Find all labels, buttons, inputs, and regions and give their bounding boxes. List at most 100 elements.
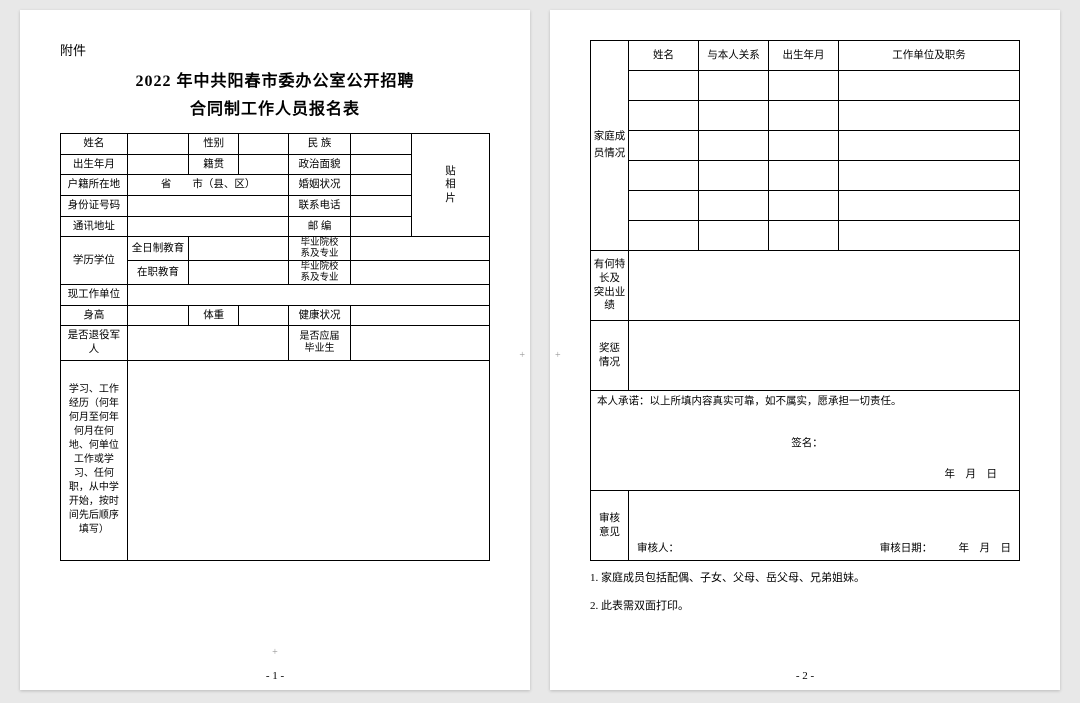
table-row [629, 101, 699, 131]
cell-photo: 贴 相 片 [411, 134, 489, 237]
cell-grad1-val [350, 237, 489, 261]
cell-history-label: 学习、工作经历（何年何月至何年何月在何地、何单位工作或学习、任何职，从中学开始，… [61, 360, 128, 560]
cell-audit-label: 审核 意见 [591, 491, 629, 561]
audit-date: 审核日期： 年 月 日 [880, 542, 1011, 556]
table-row [839, 221, 1020, 251]
cell-name-label: 姓名 [61, 134, 128, 155]
cell-ethnicity-val [350, 134, 411, 155]
cell-gender-val [239, 134, 289, 155]
table-row [699, 191, 769, 221]
cell-gender-label: 性别 [189, 134, 239, 155]
cell-height-val [127, 305, 188, 326]
table-row [839, 131, 1020, 161]
form-table-1: 姓名 性别 民 族 贴 相 片 出生年月 籍贯 政治面貌 户籍所在地 省 市（县… [60, 133, 490, 561]
table-row [699, 221, 769, 251]
attachment-label: 附件 [60, 40, 490, 59]
cell-fh-name: 姓名 [629, 41, 699, 71]
note-2: 2. 此表需双面打印。 [590, 597, 1020, 617]
cell-veteran-val [127, 326, 289, 360]
cell-ethnicity-label: 民 族 [289, 134, 350, 155]
cell-fh-relation: 与本人关系 [699, 41, 769, 71]
page-number-1: - 1 - [20, 670, 530, 682]
table-row [839, 191, 1020, 221]
cell-specialty-val [629, 251, 1020, 321]
cell-id-label: 身份证号码 [61, 195, 128, 216]
cell-id-val [127, 195, 289, 216]
title-line1: 2022 年中共阳春市委办公室公开招聘 [60, 67, 490, 91]
cell-unit-val [127, 284, 489, 305]
cell-onjob-label: 在职教育 [127, 261, 188, 285]
cell-hukou-label: 户籍所在地 [61, 175, 128, 196]
table-row [629, 191, 699, 221]
page-number-2: - 2 - [550, 670, 1060, 682]
cell-name-val [127, 134, 188, 155]
cell-addr-label: 通讯地址 [61, 216, 128, 237]
cell-veteran-label: 是否退役军人 [61, 326, 128, 360]
cell-fh-dob: 出生年月 [769, 41, 839, 71]
cell-marital-val [350, 175, 411, 196]
table-row [699, 71, 769, 101]
title-line2: 合同制工作人员报名表 [60, 95, 490, 119]
cell-family-label: 家庭成员情况 [591, 41, 629, 251]
table-row [699, 101, 769, 131]
plus-marker-right: + [519, 350, 525, 361]
cell-phone-label: 联系电话 [289, 195, 350, 216]
table-row [839, 161, 1020, 191]
declare-text: 本人承诺：以上所填内容真实可靠，如不属实，愿承担一切责任。 [597, 395, 1017, 409]
table-row [629, 161, 699, 191]
cell-fulltime-val [189, 237, 289, 261]
cell-addr-val [127, 216, 289, 237]
cell-dob-val [127, 154, 188, 175]
table-row [629, 71, 699, 101]
cell-height-label: 身高 [61, 305, 128, 326]
cell-postcode-label: 邮 编 [289, 216, 350, 237]
cell-phone-val [350, 195, 411, 216]
cell-unit-label: 现工作单位 [61, 284, 128, 305]
cell-marital-label: 婚姻状况 [289, 175, 350, 196]
sign-label: 签名： [597, 437, 1017, 451]
table-row [699, 131, 769, 161]
table-row [769, 131, 839, 161]
note-1: 1. 家庭成员包括配偶、子女、父母、岳父母、兄弟姐妹。 [590, 569, 1020, 589]
cell-weight-label: 体重 [189, 305, 239, 326]
table-row [699, 161, 769, 191]
table-row [839, 101, 1020, 131]
cell-grad2-label: 毕业院校 系及专业 [289, 261, 350, 285]
form-table-2: 家庭成员情况 姓名 与本人关系 出生年月 工作单位及职务 有何特长及 突出业绩 … [590, 40, 1020, 561]
cell-onjob-val [189, 261, 289, 285]
cell-edu-label: 学历学位 [61, 237, 128, 285]
cell-native-val [239, 154, 289, 175]
table-row [839, 71, 1020, 101]
cell-declare: 本人承诺：以上所填内容真实可靠，如不属实，愿承担一切责任。 签名： 年 月 日 [591, 391, 1020, 491]
cell-fresh-val [350, 326, 489, 360]
table-row [769, 161, 839, 191]
cell-political-label: 政治面貌 [289, 154, 350, 175]
cell-native-label: 籍贯 [189, 154, 239, 175]
page-1: 附件 2022 年中共阳春市委办公室公开招聘 合同制工作人员报名表 姓名 性别 … [20, 10, 530, 690]
plus-marker-left: + [555, 350, 561, 361]
cell-hukou-val: 省 市（县、区） [127, 175, 289, 196]
table-row [769, 101, 839, 131]
cell-specialty-label: 有何特长及 突出业绩 [591, 251, 629, 321]
cell-health-label: 健康状况 [289, 305, 350, 326]
cell-history-val [127, 360, 489, 560]
table-row [629, 221, 699, 251]
table-row [629, 131, 699, 161]
cell-grad1-label: 毕业院校 系及专业 [289, 237, 350, 261]
cell-grad2-val [350, 261, 489, 285]
table-row [769, 71, 839, 101]
cell-dob-label: 出生年月 [61, 154, 128, 175]
cell-political-val [350, 154, 411, 175]
auditor-label: 审核人： [637, 543, 679, 554]
cell-health-val [350, 305, 489, 326]
cell-fresh-label: 是否应届 毕业生 [289, 326, 350, 360]
plus-marker-bottom: + [272, 647, 278, 658]
cell-postcode-val [350, 216, 411, 237]
table-row [769, 221, 839, 251]
cell-fulltime-label: 全日制教育 [127, 237, 188, 261]
sign-date: 年 月 日 [597, 468, 1017, 482]
cell-weight-val [239, 305, 289, 326]
cell-fh-work: 工作单位及职务 [839, 41, 1020, 71]
cell-reward-val [629, 321, 1020, 391]
table-row [769, 191, 839, 221]
